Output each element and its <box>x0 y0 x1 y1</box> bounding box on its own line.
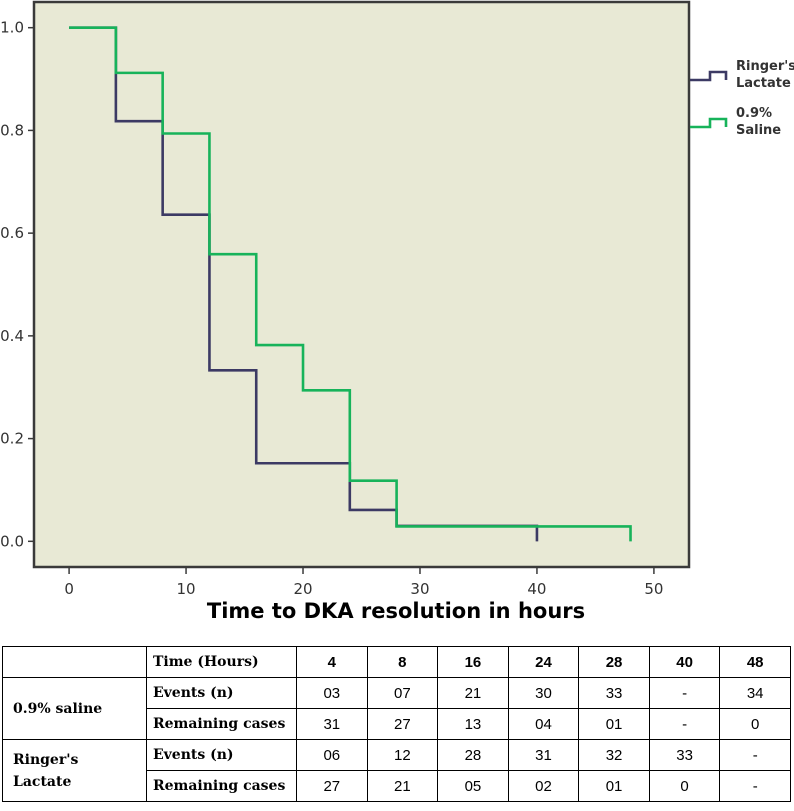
row-label: Remaining cases <box>146 708 297 740</box>
x-axis-label: Time to DKA resolution in hours <box>207 599 585 623</box>
table-cell: 33 <box>578 677 650 709</box>
x-tick-label: 30 <box>410 580 429 598</box>
table-row: Ringer's Lactate Events (n) 06 12 28 31 32 33- <box>2 739 791 802</box>
y-tick-label: 0.4 <box>0 327 24 345</box>
table-cell: 32 <box>578 739 650 771</box>
time-header-label: Time (Hours) <box>146 646 297 678</box>
legend-symbol <box>690 70 728 82</box>
time-header-cell: 40 <box>648 646 721 678</box>
time-header-cell: 8 <box>366 646 439 678</box>
table-cell: 07 <box>366 677 439 709</box>
table-cell: 0 <box>648 770 721 802</box>
table-cell: 0 <box>719 708 791 740</box>
x-tick-label: 10 <box>177 580 196 598</box>
table-cell: 30 <box>507 677 580 709</box>
time-header-cell: 16 <box>437 646 509 678</box>
row-label: Remaining cases <box>146 770 297 802</box>
x-tick-label: 50 <box>644 580 663 598</box>
row-label: Events (n) <box>146 739 297 771</box>
table-cell: 28 <box>437 739 509 771</box>
table-cell: 12 <box>366 739 439 771</box>
survival-chart: 0 10 20 30 40 50 0.0 0.2 0.4 0.6 0.8 1.0 Ringer's La… <box>0 0 794 623</box>
table-cell: - <box>719 739 791 771</box>
x-tick-label: 0 <box>64 580 74 598</box>
row-label: Events (n) <box>146 677 297 709</box>
x-tick-label: 20 <box>293 580 312 598</box>
legend-label: 0.9% <box>736 106 772 121</box>
x-tick-label: 40 <box>527 580 546 598</box>
number-at-risk-table: Time (Hours) 4 8 16 24 28 40 48 0.9% saline Event… <box>2 646 791 802</box>
table-cell: 31 <box>296 708 368 740</box>
group-label: 0.9% saline <box>2 677 147 740</box>
table-row: Remaining cases 27 21 05 02 01 0- <box>3 770 791 802</box>
table-cell: - <box>719 770 791 802</box>
y-tick-label: 0.6 <box>0 224 24 242</box>
y-tick-label: 0.2 <box>0 430 24 448</box>
plot-area <box>32 0 691 569</box>
table-cell: - <box>648 677 721 709</box>
table-cell: 05 <box>437 770 509 802</box>
table-cell: 33 <box>648 739 721 771</box>
table-cell: 34 <box>719 677 791 709</box>
y-tick-label: 0.0 <box>0 532 24 550</box>
series-line-saline <box>69 26 632 542</box>
table-cell: 06 <box>296 739 368 771</box>
table-cell: 02 <box>507 770 580 802</box>
table-cell: 01 <box>578 770 650 802</box>
time-header-cell: 24 <box>507 646 580 678</box>
table-cell: 04 <box>507 708 580 740</box>
table-header-row: Time (Hours) 4 8 16 24 28 40 48 <box>2 646 791 678</box>
time-header-cell: 48 <box>719 646 791 678</box>
time-header-cell: 4 <box>296 646 368 678</box>
time-header-cell: 28 <box>578 646 650 678</box>
legend-label: Ringer's <box>736 59 794 74</box>
table-cell: 27 <box>296 770 368 802</box>
table-cell: 21 <box>437 677 509 709</box>
legend-label: Saline <box>736 123 781 138</box>
table-corner-cell <box>2 646 147 678</box>
table-cell: 13 <box>437 708 509 740</box>
table-row: 0.9% saline Events (n) 03 07 21 30 33-34 <box>2 677 791 740</box>
y-tick-label: 1.0 <box>0 19 24 37</box>
table-cell: 31 <box>507 739 580 771</box>
y-tick-label: 0.8 <box>0 121 24 139</box>
legend-symbol <box>690 117 728 129</box>
table-cell: 01 <box>578 708 650 740</box>
table-cell: 27 <box>366 708 439 740</box>
table-cell: 03 <box>296 677 368 709</box>
legend-label: Lactate <box>736 76 791 91</box>
group-label: Ringer's Lactate <box>2 739 147 802</box>
table-cell: 21 <box>366 770 439 802</box>
table-cell: - <box>648 708 721 740</box>
